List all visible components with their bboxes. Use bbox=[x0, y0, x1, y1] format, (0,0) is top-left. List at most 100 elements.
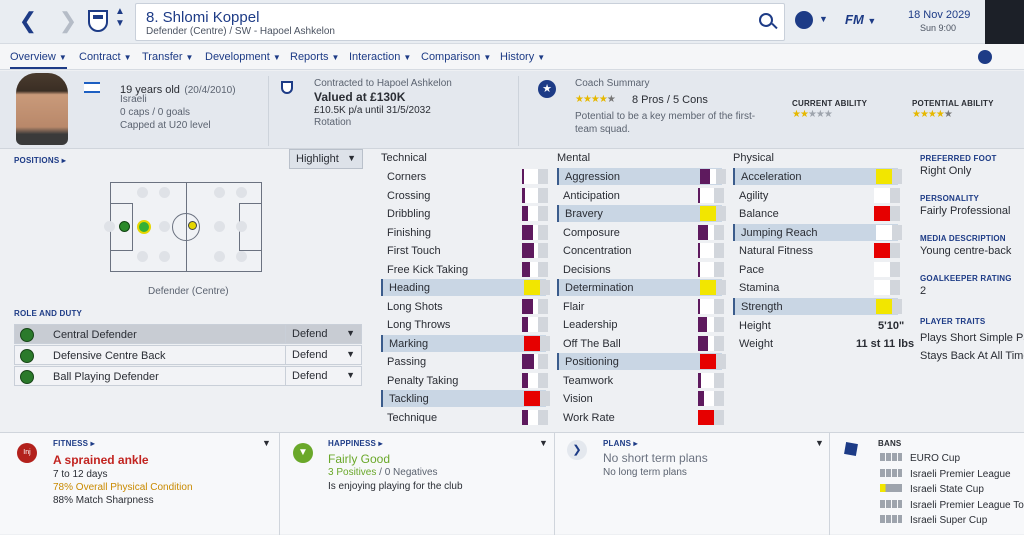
attribute-row[interactable]: Decisions bbox=[557, 261, 724, 278]
position-dot[interactable] bbox=[236, 251, 247, 262]
position-dot-selected[interactable] bbox=[137, 220, 151, 234]
chevron-down-icon[interactable]: ▼ bbox=[539, 438, 548, 448]
negatives: 0 Negatives bbox=[384, 467, 438, 478]
ban-row[interactable]: Israeli State Cup bbox=[880, 484, 1024, 495]
position-dot[interactable] bbox=[214, 187, 225, 198]
position-dot[interactable] bbox=[159, 187, 170, 198]
attribute-row[interactable]: Teamwork bbox=[557, 372, 724, 389]
tab-contract[interactable]: Contract ▼ bbox=[79, 51, 132, 63]
attribute-row[interactable]: Positioning bbox=[557, 353, 726, 370]
fm-menu-button[interactable]: FM ▼ bbox=[845, 12, 876, 27]
attribute-row[interactable]: Bravery bbox=[557, 205, 726, 222]
attribute-row[interactable]: Long Throws bbox=[381, 316, 548, 333]
attribute-name: Leadership bbox=[563, 319, 618, 331]
ban-row[interactable]: Israeli Super Cup bbox=[880, 515, 1024, 526]
position-dot[interactable] bbox=[236, 221, 247, 232]
attribute-track bbox=[540, 391, 550, 406]
attribute-row[interactable]: Strength bbox=[733, 297, 902, 315]
attribute-row[interactable]: Stamina bbox=[733, 279, 900, 296]
tab-development[interactable]: Development ▼ bbox=[205, 51, 281, 63]
continue-button-area[interactable] bbox=[985, 0, 1024, 44]
search-icon[interactable] bbox=[759, 13, 773, 27]
position-dot-natural[interactable] bbox=[119, 221, 130, 232]
attribute-name: Long Shots bbox=[387, 300, 443, 313]
attribute-row[interactable]: Passing bbox=[381, 353, 548, 370]
attribute-row[interactable]: Work Rate bbox=[557, 409, 724, 426]
ban-row[interactable]: Israeli Premier League bbox=[880, 468, 1024, 480]
position-dot[interactable] bbox=[159, 221, 170, 232]
tab-history[interactable]: History ▼ bbox=[500, 51, 545, 63]
player-switch-icon[interactable]: ▲ ▼ bbox=[115, 6, 125, 29]
people-icon[interactable] bbox=[978, 50, 992, 64]
tab-label: Development bbox=[205, 51, 270, 63]
position-dot-accomplished[interactable] bbox=[188, 221, 197, 230]
plans-card[interactable]: ❯ PLANS ▸ ▼ No short term plans No long … bbox=[555, 433, 830, 535]
tab-transfer[interactable]: Transfer ▼ bbox=[142, 51, 193, 63]
attribute-row[interactable]: Vision bbox=[557, 390, 724, 407]
happiness-card[interactable]: ▼ HAPPINESS ▸ ▼ Fairly Good 3 Positives … bbox=[280, 433, 555, 535]
attribute-row[interactable]: Marking bbox=[381, 334, 550, 352]
attribute-row[interactable]: Agility bbox=[733, 187, 900, 204]
tab-interaction[interactable]: Interaction ▼ bbox=[349, 51, 411, 63]
attribute-row[interactable]: Composure bbox=[557, 224, 724, 241]
trait-item: Stays Back At All Times bbox=[920, 350, 1024, 362]
chevron-down-icon[interactable]: ▼ bbox=[262, 438, 271, 448]
position-dot[interactable] bbox=[214, 221, 225, 232]
tab-reports[interactable]: Reports ▼ bbox=[290, 51, 339, 63]
attribute-row[interactable]: Natural Fitness bbox=[733, 242, 900, 259]
globe-icon[interactable] bbox=[795, 11, 813, 29]
duty-dropdown[interactable]: Defend ▼ bbox=[285, 325, 362, 343]
chevron-down-icon[interactable]: ▼ bbox=[819, 14, 828, 24]
attribute-row[interactable]: Flair bbox=[557, 298, 724, 315]
position-dot[interactable] bbox=[214, 251, 225, 262]
attribute-row[interactable]: Dribbling bbox=[381, 205, 548, 222]
positions-link[interactable]: POSITIONS ▸ bbox=[14, 156, 67, 165]
attribute-row[interactable]: Jumping Reach bbox=[733, 223, 902, 241]
duty-dropdown[interactable]: Defend ▼ bbox=[285, 367, 362, 385]
forward-icon[interactable]: ❯ bbox=[58, 8, 78, 33]
ban-row[interactable]: EURO Cup bbox=[880, 453, 1024, 464]
position-dot[interactable] bbox=[137, 251, 148, 262]
date-display[interactable]: 18 Nov 2029 Sun 9:00 bbox=[908, 9, 970, 33]
ban-row[interactable]: Israeli Premier League To bbox=[880, 499, 1024, 511]
attribute-row[interactable]: Concentration bbox=[557, 242, 724, 259]
attribute-bar bbox=[698, 187, 714, 203]
position-dot[interactable] bbox=[137, 187, 148, 198]
back-icon[interactable]: ❮ bbox=[18, 8, 38, 33]
highlight-dropdown[interactable]: Highlight ▼ bbox=[289, 149, 363, 169]
attribute-row[interactable]: Leadership bbox=[557, 316, 724, 333]
attribute-bar-fill bbox=[524, 280, 540, 295]
attribute-row[interactable]: Finishing bbox=[381, 224, 548, 241]
position-dot[interactable] bbox=[159, 251, 170, 262]
coach-summary-text: Potential to be a key member of the firs… bbox=[575, 111, 756, 135]
role-row-ball-playing-defender[interactable]: Ball Playing Defender Defend ▼ bbox=[14, 366, 362, 386]
attribute-row[interactable]: Penalty Taking bbox=[381, 372, 548, 389]
attribute-row[interactable]: Heading bbox=[381, 279, 550, 296]
attribute-row[interactable]: Tackling bbox=[381, 390, 550, 407]
attribute-row[interactable]: Anticipation bbox=[557, 187, 724, 204]
tab-overview[interactable]: Overview ▼ bbox=[10, 51, 67, 69]
attribute-row[interactable]: Acceleration bbox=[733, 168, 902, 185]
attribute-row[interactable]: Balance bbox=[733, 205, 900, 222]
attribute-row[interactable]: Pace bbox=[733, 261, 900, 278]
attribute-row[interactable]: Off The Ball bbox=[557, 335, 724, 352]
position-dot[interactable] bbox=[236, 187, 247, 198]
attribute-row[interactable]: Corners bbox=[381, 168, 548, 185]
role-row-central-defender[interactable]: Central Defender Defend ▼ bbox=[14, 324, 362, 344]
attribute-name: Strength bbox=[741, 300, 783, 313]
attribute-row[interactable]: Long Shots bbox=[381, 298, 548, 315]
attribute-row[interactable]: Crossing bbox=[381, 187, 548, 204]
attribute-row[interactable]: Determination bbox=[557, 279, 726, 296]
attribute-row[interactable]: Free Kick Taking bbox=[381, 261, 548, 278]
fitness-card[interactable]: Inj FITNESS ▸ ▼ A sprained ankle 7 to 12… bbox=[0, 433, 280, 535]
attribute-row[interactable]: Aggression bbox=[557, 168, 726, 185]
attribute-row[interactable]: Technique bbox=[381, 409, 548, 426]
club-crest-icon[interactable] bbox=[88, 10, 108, 32]
chevron-down-icon[interactable]: ▼ bbox=[815, 438, 824, 448]
duty-dropdown[interactable]: Defend ▼ bbox=[285, 346, 362, 364]
attribute-bar-fill bbox=[522, 409, 529, 425]
role-row-defensive-centre-back[interactable]: Defensive Centre Back Defend ▼ bbox=[14, 345, 362, 365]
tab-comparison[interactable]: Comparison ▼ bbox=[421, 51, 491, 63]
position-dot[interactable] bbox=[104, 221, 115, 232]
attribute-row[interactable]: First Touch bbox=[381, 242, 548, 259]
